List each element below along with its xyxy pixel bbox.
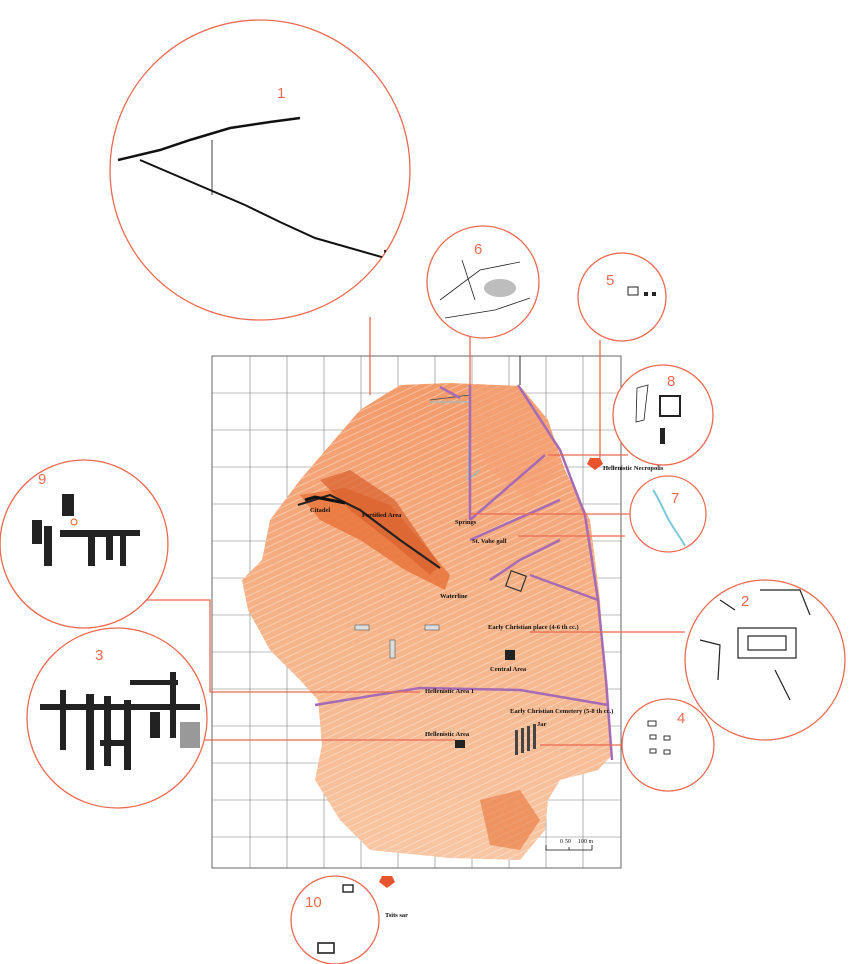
callout-number: 7 [671, 490, 679, 507]
callout-leaders [130, 317, 685, 746]
callout-number: 2 [741, 593, 749, 610]
callout-number: 9 [38, 471, 46, 488]
callout-number: 6 [474, 241, 482, 258]
label-springs: Springs [455, 519, 477, 526]
terrain-map [242, 356, 614, 860]
callout-10: 10 [290, 875, 380, 964]
label-hellenistic-area: Hellenistic Area [425, 731, 470, 738]
callout-7: 7 [629, 475, 707, 553]
callout-8: 8 [612, 364, 714, 466]
scale-label-100: 100 m [578, 839, 594, 845]
label-early-christian-cemetery: Early Christian Cemetery (5-8 th cc.) [510, 708, 613, 715]
callout-9: 9 [0, 459, 169, 629]
label-jar: Jar [537, 721, 547, 728]
label-citadel: Citadel [310, 507, 330, 514]
callout-1: 1 [109, 19, 411, 321]
callout-3: 3 [26, 627, 208, 809]
label-tsits-sar: Tsits sar [385, 912, 408, 919]
label-early-christian-place: Early Christian place (4-6 th cc.) [488, 624, 579, 631]
callout-number: 8 [667, 373, 675, 390]
label-central-area: Central Area [490, 666, 527, 673]
callout-2: 2 [684, 579, 846, 741]
callout-5: 5 [577, 252, 667, 342]
label-hellenistic-area-1: Hellenistic Area 1 [425, 688, 474, 695]
label-waterline: Waterline [440, 593, 468, 600]
callout-6: 6 [426, 225, 540, 339]
callout-number: 4 [677, 710, 685, 727]
callout-4: 4 [621, 698, 715, 792]
scale-label-0: 0 [560, 839, 563, 845]
hellenistic-area-plan [40, 672, 200, 770]
spring-stream [652, 489, 686, 547]
callout-number: 3 [95, 647, 103, 664]
early-christian-complex-plan [699, 589, 811, 701]
label-st-vahe-gall: St. Vahe gall [472, 538, 507, 545]
north-arrow-icon-necropolis [587, 458, 603, 470]
callout-number: 10 [305, 894, 322, 911]
callout-number: 5 [606, 272, 614, 289]
label-hellenistic-necropolis: Hellenistic Necropolis [603, 465, 664, 472]
north-arrow-icon-tsits-sar [379, 876, 395, 888]
scale-bar: 0 50 100 m [545, 839, 594, 851]
hellenistic-area-1-plan [32, 494, 140, 566]
label-fortified-area: Fortified Area [362, 512, 402, 519]
scale-label-50: 50 [565, 839, 571, 845]
callout-number: 1 [277, 85, 285, 102]
